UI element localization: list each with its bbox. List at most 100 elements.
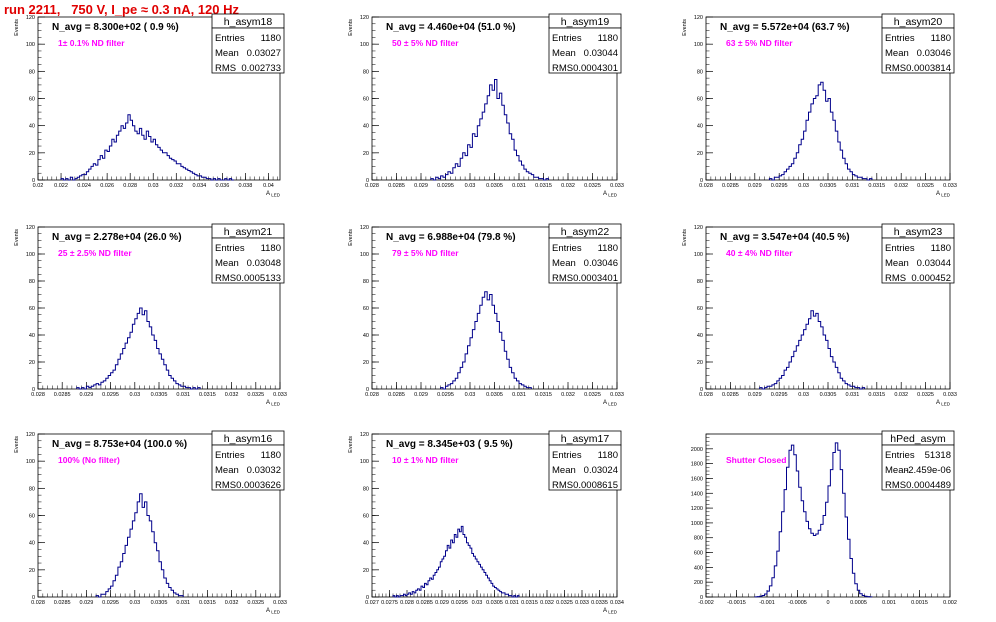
- x-tick-label: 0.0305: [151, 600, 168, 606]
- y-tick-label: 60: [29, 306, 35, 312]
- filter-label: 40 ± 4% ND filter: [726, 248, 793, 258]
- y-tick-label: 40: [363, 333, 369, 339]
- y-tick-label: 1400: [691, 491, 703, 497]
- y-tick-label: 0: [366, 178, 369, 184]
- x-tick-label: 0.029: [748, 183, 762, 189]
- histogram-panel-h_asym22: 0 20 40 60 80 100 120 0.028 0.0285 0.029 0.0295 0.0…: [348, 223, 624, 407]
- y-tick-label: 40: [697, 333, 703, 339]
- y-tick-label: 100: [360, 459, 369, 465]
- stats-values-box: [881, 237, 955, 284]
- y-tick-label: 100: [360, 252, 369, 258]
- x-tick-label: 0.032: [561, 183, 575, 189]
- y-tick-label: 20: [697, 360, 703, 366]
- y-tick-label: 100: [694, 252, 703, 258]
- x-tick-label: 0.029: [414, 392, 428, 398]
- x-tick-label: 0.03: [798, 183, 809, 189]
- stats-key: Mean: [552, 465, 576, 476]
- x-tick-label: 0.032: [894, 392, 908, 398]
- x-tick-label: 0.0335: [591, 600, 608, 606]
- stats-key: Entries: [885, 243, 915, 254]
- y-tick-label: 120: [360, 225, 369, 231]
- x-tick-label: 0.02: [33, 183, 44, 189]
- filter-label: 50 ± 5% ND filter: [392, 38, 459, 48]
- stats-key: RMS: [885, 480, 906, 491]
- histogram-panel-h_asym21: 0 20 40 60 80 100 120 0.028 0.0285 0.029 0.0295 0.0…: [14, 223, 287, 407]
- y-tick-label: 1600: [691, 476, 703, 482]
- x-tick-label: 0.002: [943, 600, 957, 606]
- y-tick-label: 0: [366, 387, 369, 393]
- y-axis-label: Events: [682, 19, 688, 36]
- y-tick-label: 0: [700, 178, 703, 184]
- stats-box: h_asym19 Entries 1180 Mean 0.03044 RMS 0.00043…: [548, 13, 622, 74]
- x-tick-label: 0.029: [80, 392, 94, 398]
- x-tick-label: 0.032: [540, 600, 554, 606]
- histogram-line: [440, 291, 532, 390]
- x-axis-label: A LED: [936, 400, 951, 407]
- y-tick-label: 600: [694, 551, 703, 557]
- stats-title: hPed_asym: [890, 433, 946, 445]
- stats-box: h_asym23 Entries 1180 Mean 0.03044 RMS 0.00045…: [881, 223, 955, 284]
- y-tick-label: 40: [363, 124, 369, 130]
- y-tick-label: 60: [29, 514, 35, 520]
- stats-key: Entries: [552, 243, 582, 254]
- x-tick-label: 0.033: [943, 183, 957, 189]
- x-tick-label: 0.0295: [437, 392, 454, 398]
- y-tick-label: 120: [26, 225, 35, 231]
- y-tick-label: 40: [363, 541, 369, 547]
- y-tick-label: 20: [363, 151, 369, 157]
- x-tick-label: 0.0315: [521, 600, 538, 606]
- y-tick-label: 40: [29, 124, 35, 130]
- stats-title: h_asym22: [561, 226, 610, 238]
- stats-values-box: [211, 27, 285, 74]
- stats-values-box: [211, 237, 285, 284]
- x-tick-label: 0.0295: [771, 183, 788, 189]
- stats-key: Entries: [552, 450, 582, 461]
- y-tick-label: 2000: [691, 447, 703, 453]
- stats-value: 1180: [261, 243, 281, 254]
- stats-key: Mean: [215, 258, 239, 269]
- x-tick-label: 0.0285: [722, 392, 739, 398]
- stats-value: 0.0003814: [906, 63, 951, 74]
- x-tick-label: 0.03: [148, 183, 159, 189]
- y-tick-label: 0: [32, 387, 35, 393]
- stats-value: 1180: [261, 33, 281, 44]
- y-tick-label: 80: [363, 279, 369, 285]
- x-tick-label: 0.032: [169, 183, 183, 189]
- y-tick-label: 20: [29, 360, 35, 366]
- stats-value: 0.0004301: [573, 63, 618, 74]
- x-tick-label: 0.033: [273, 600, 287, 606]
- x-tick-label: 0.033: [610, 183, 624, 189]
- stats-value: 0.03044: [584, 48, 618, 59]
- x-axis-label: A LED: [266, 400, 281, 407]
- y-tick-label: 80: [29, 279, 35, 285]
- y-tick-label: 100: [360, 42, 369, 48]
- x-tick-label: 0.028: [365, 392, 379, 398]
- x-tick-label: 0.034: [192, 183, 206, 189]
- x-tick-label: 0.0295: [437, 183, 454, 189]
- filter-label: Shutter Closed: [726, 455, 786, 465]
- x-tick-label: -0.0005: [788, 600, 807, 606]
- y-tick-label: 1200: [691, 506, 703, 512]
- y-tick-label: 60: [29, 97, 35, 103]
- x-axis-label: A LED: [266, 608, 281, 615]
- x-tick-label: 0.0315: [199, 392, 216, 398]
- y-tick-label: 80: [363, 486, 369, 492]
- x-tick-label: 0.029: [435, 600, 449, 606]
- y-tick-label: 1000: [691, 521, 703, 527]
- x-tick-label: 0.0285: [416, 600, 433, 606]
- stats-key: RMS: [215, 63, 236, 74]
- stats-value: 0.03024: [584, 465, 618, 476]
- stats-value: 0.002733: [241, 63, 281, 74]
- stats-key: Entries: [215, 243, 245, 254]
- y-tick-label: 20: [29, 151, 35, 157]
- x-tick-label: 0.03: [129, 600, 140, 606]
- y-tick-label: 80: [697, 69, 703, 75]
- x-tick-label: 0.0305: [820, 183, 837, 189]
- x-tick-label: 0.0295: [771, 392, 788, 398]
- x-tick-label: 0.0305: [820, 392, 837, 398]
- x-tick-label: 0.024: [77, 183, 91, 189]
- x-tick-label: 0.031: [512, 183, 526, 189]
- stats-value: 0.0003401: [573, 273, 618, 284]
- stats-value: 0.0008615: [573, 480, 618, 491]
